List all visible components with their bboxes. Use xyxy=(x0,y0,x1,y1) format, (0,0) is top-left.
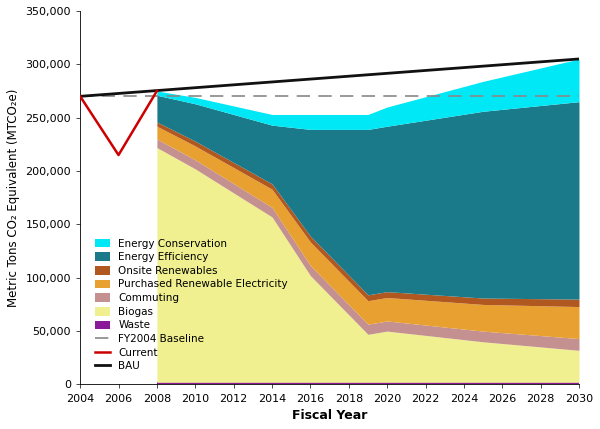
Legend: Energy Conservation, Energy Efficiency, Onsite Renewables, Purchased Renewable E: Energy Conservation, Energy Efficiency, … xyxy=(91,234,292,375)
Y-axis label: Metric Tons CO₂ Equivalent (MTCO₂e): Metric Tons CO₂ Equivalent (MTCO₂e) xyxy=(7,88,20,307)
X-axis label: Fiscal Year: Fiscal Year xyxy=(292,409,367,422)
